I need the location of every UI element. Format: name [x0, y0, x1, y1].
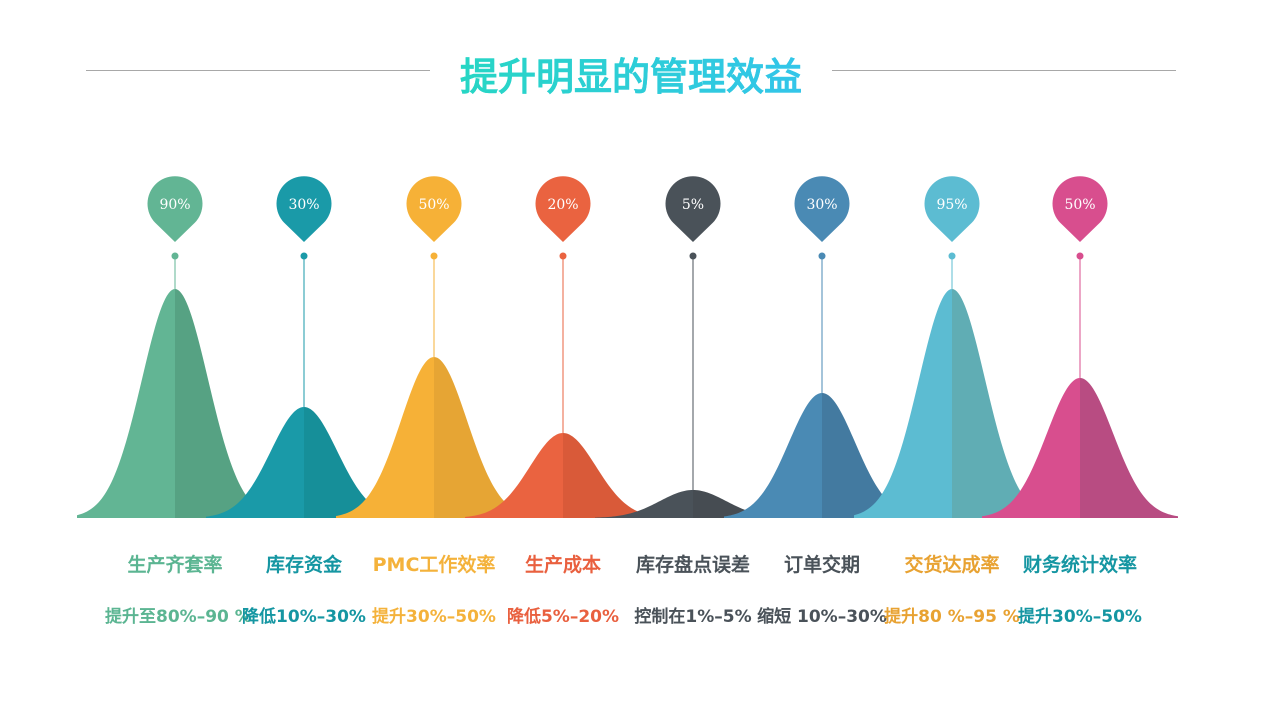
pin-marker-1 — [276, 176, 332, 242]
pin-marker-7 — [1052, 176, 1108, 242]
category-label: 交货达成率 — [904, 554, 1000, 576]
category-description: 提升30%–50% — [372, 607, 496, 627]
bell-right-7 — [1080, 378, 1178, 518]
category-label: 生产齐套率 — [127, 554, 223, 576]
category-description: 提升80 %–95 % — [884, 607, 1020, 627]
bell-right-0 — [175, 289, 273, 518]
title-rule-right — [832, 70, 1176, 71]
bell-right-2 — [434, 357, 532, 518]
bell-right-1 — [304, 407, 402, 518]
pin-marker-2 — [406, 176, 462, 242]
bell-right-3 — [563, 433, 661, 518]
pin-marker-4 — [665, 176, 721, 242]
category-label: 库存资金 — [265, 554, 342, 576]
pin-dot-1 — [300, 252, 308, 260]
pin-marker-6 — [924, 176, 980, 242]
bell-left-4 — [595, 490, 693, 518]
category-label: PMC工作效率 — [372, 554, 496, 576]
pin-value-5: 30% — [806, 197, 837, 213]
category-description: 缩短 10%–30% — [757, 607, 887, 627]
pin-value-7: 50% — [1064, 197, 1095, 213]
bell-left-0 — [77, 289, 175, 518]
category-label: 订单交期 — [783, 554, 860, 576]
pin-value-2: 50% — [418, 197, 449, 213]
bell-left-2 — [336, 357, 434, 518]
pin-marker-5 — [794, 176, 850, 242]
pin-value-0: 90% — [159, 197, 190, 213]
bell-left-5 — [724, 393, 822, 518]
pin-value-6: 95% — [936, 197, 967, 213]
pin-value-3: 20% — [547, 197, 578, 213]
category-description: 提升至80%–90 % — [105, 607, 252, 627]
category-label: 库存盘点误差 — [635, 554, 750, 576]
category-description: 降低5%–20% — [506, 607, 620, 627]
page-title: 提升明显的管理效益 — [459, 55, 802, 99]
category-description: 控制在1%–5% — [634, 607, 752, 627]
pin-marker-0 — [147, 176, 203, 242]
pin-dot-0 — [171, 252, 179, 260]
bell-left-6 — [854, 289, 952, 518]
pin-dot-2 — [430, 252, 438, 260]
pin-value-1: 30% — [288, 197, 319, 213]
pin-dot-4 — [689, 252, 697, 260]
pin-marker-3 — [535, 176, 591, 242]
bell-right-4 — [693, 490, 791, 518]
title-rule-left — [86, 70, 430, 71]
pin-dot-6 — [948, 252, 956, 260]
category-description: 降低10%–30% — [242, 607, 366, 627]
category-label: 生产成本 — [524, 554, 601, 576]
pin-dot-3 — [559, 252, 567, 260]
category-label: 财务统计效率 — [1022, 554, 1137, 576]
pin-value-4: 5% — [682, 197, 704, 213]
category-description: 提升30%–50% — [1018, 607, 1142, 627]
bell-left-1 — [206, 407, 304, 518]
bell-right-5 — [822, 393, 920, 518]
pin-dot-7 — [1076, 252, 1084, 260]
bell-left-3 — [465, 433, 563, 518]
bell-right-6 — [952, 289, 1050, 518]
bell-left-7 — [982, 378, 1080, 518]
pin-dot-5 — [818, 252, 826, 260]
